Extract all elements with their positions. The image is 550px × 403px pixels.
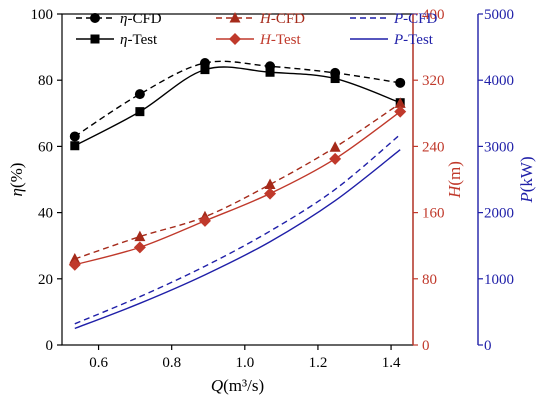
- data-point: [69, 252, 81, 264]
- y-tick-label-eta: 0: [46, 338, 54, 354]
- y-tick-label-P: 2000: [484, 206, 514, 222]
- y-tick-label-H: 320: [422, 73, 445, 89]
- data-point: [394, 105, 407, 118]
- data-point: [264, 187, 277, 200]
- y-tick-label-P: 3000: [484, 139, 514, 155]
- legend-label: P-CFD: [393, 11, 438, 27]
- axes: 0.6 0.8 1.0 1.2 1.4 Q(m³/s) 0 20 40 60 80 100 η(%) 0 8…: [7, 7, 536, 395]
- series-line: [74, 66, 401, 147]
- data-point: [394, 97, 406, 108]
- x-tick-label: 0.8: [162, 355, 181, 371]
- data-point: [200, 65, 210, 75]
- data-point: [198, 214, 211, 227]
- data-point: [329, 141, 341, 152]
- x-tick-label: 1.2: [309, 355, 328, 371]
- series-4: [74, 133, 401, 325]
- data-point: [264, 178, 276, 189]
- legend-marker: [229, 12, 241, 23]
- series-0: [69, 57, 406, 142]
- legend-label: η-CFD: [120, 11, 162, 27]
- y-tick-label-P: 5000: [484, 7, 514, 23]
- series-5: [74, 149, 401, 330]
- legend-entry: η-CFD: [76, 11, 162, 27]
- series-line: [74, 111, 401, 266]
- legend-label: η-Test: [120, 32, 158, 48]
- series-3: [68, 105, 407, 271]
- legend-marker: [90, 13, 100, 23]
- y-axis-label-H: H(m): [445, 161, 464, 199]
- y-tick-label-eta: 80: [38, 73, 53, 89]
- y-axis-label-eta: η(%): [7, 163, 26, 197]
- y-tick-label-eta: 100: [31, 7, 54, 23]
- legend-marker: [90, 34, 100, 44]
- x-tick-label: 1.0: [235, 355, 254, 371]
- legend-entry: P-Test: [350, 32, 434, 48]
- series-layer: [68, 57, 407, 330]
- legend-entry: η-Test: [76, 32, 158, 48]
- y-tick-label-P: 1000: [484, 272, 514, 288]
- legend-label: H-CFD: [259, 11, 305, 27]
- series-line: [74, 149, 401, 330]
- legend-label: P-Test: [393, 32, 434, 48]
- y-tick-label-eta: 60: [38, 139, 53, 155]
- y-tick-label-H: 0: [422, 338, 430, 354]
- legend: η-CFD H-CFD P-CFD η-Test H-Test P-Test: [76, 11, 438, 48]
- x-tick-label: 1.4: [382, 355, 401, 371]
- y-tick-label-eta: 40: [38, 206, 53, 222]
- plot-frame: [61, 13, 414, 346]
- data-point: [134, 230, 146, 242]
- data-point: [330, 74, 340, 84]
- series-line: [74, 102, 401, 260]
- y-tick-label-H: 80: [422, 272, 437, 288]
- series-1: [70, 65, 405, 151]
- legend-entry: P-CFD: [350, 11, 438, 27]
- x-axis-label: Q(m³/s): [211, 376, 264, 395]
- series-2: [69, 97, 406, 264]
- legend-entry: H-CFD: [216, 11, 305, 27]
- data-point: [395, 77, 406, 88]
- y-tick-label-H: 400: [422, 7, 445, 23]
- data-point: [134, 89, 145, 100]
- x-tick-label: 0.6: [89, 355, 108, 371]
- data-point: [69, 131, 80, 142]
- legend-entry: H-Test: [216, 32, 301, 48]
- y-tick-label-H: 160: [422, 206, 445, 222]
- series-line: [74, 60, 401, 138]
- y-axis-label-P: P(kW): [517, 156, 536, 203]
- series-line: [74, 133, 401, 325]
- y-tick-label-eta: 20: [38, 272, 53, 288]
- data-point: [329, 152, 342, 165]
- y-tick-label-H: 240: [422, 139, 445, 155]
- data-point: [135, 107, 145, 117]
- legend-label: H-Test: [259, 32, 301, 48]
- data-point: [70, 141, 80, 151]
- y-tick-label-P: 0: [484, 338, 492, 354]
- data-point: [133, 241, 146, 254]
- data-point: [265, 67, 275, 77]
- data-point: [68, 258, 81, 271]
- legend-marker: [229, 33, 241, 45]
- y-tick-label-P: 4000: [484, 73, 514, 89]
